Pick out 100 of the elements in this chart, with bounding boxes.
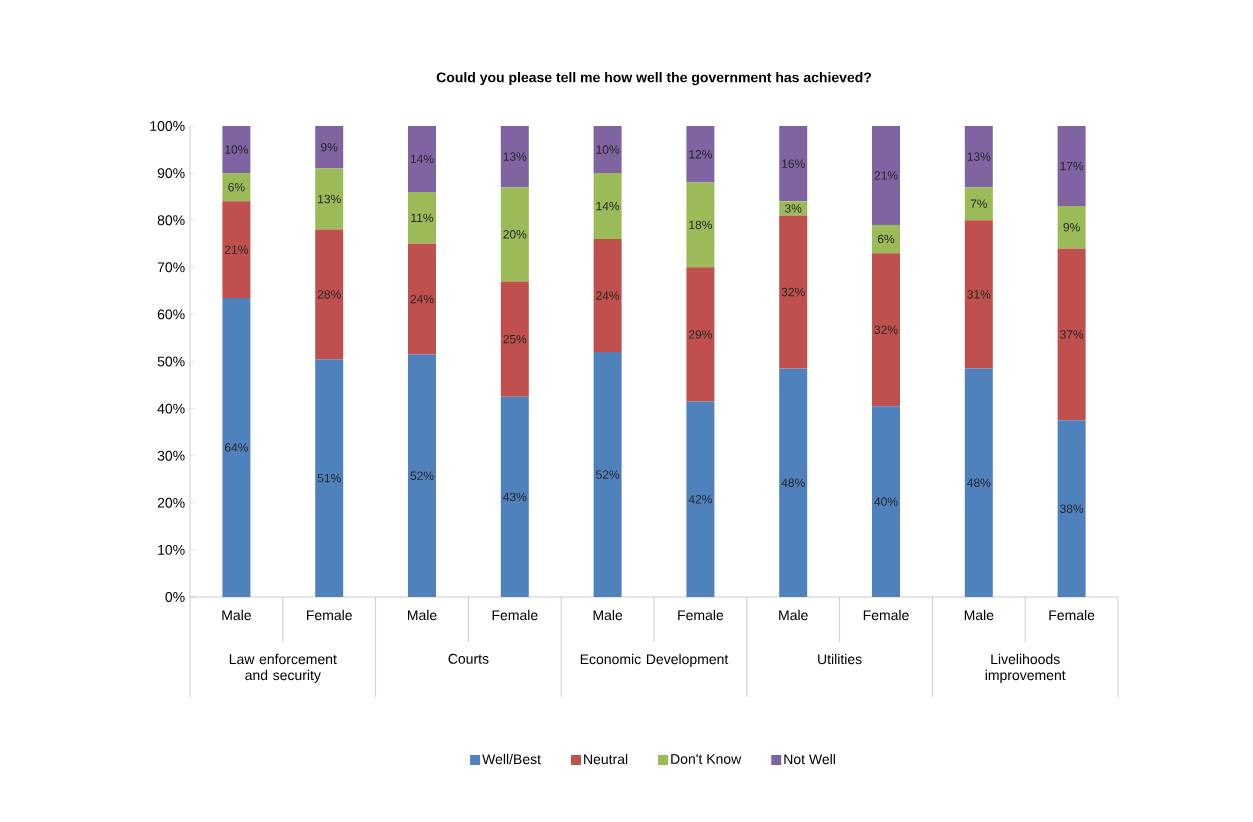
y-tick-label: 60%	[157, 309, 185, 320]
bar	[593, 173, 622, 240]
data-label: 42%	[688, 495, 712, 504]
bar	[222, 201, 251, 298]
bar	[315, 229, 344, 360]
data-label: 52%	[410, 471, 434, 480]
data-label: 24%	[410, 294, 434, 304]
data-label: 6%	[228, 182, 245, 192]
bar	[222, 125, 251, 174]
bar	[964, 125, 993, 188]
data-label: 32%	[874, 325, 898, 334]
data-label: 18%	[689, 220, 712, 230]
y-tick-label: 70%	[157, 262, 185, 273]
data-label: 12%	[689, 150, 712, 159]
bar	[686, 182, 715, 268]
x-tick-label: Male	[964, 609, 994, 621]
legend-label: Well/Best	[482, 753, 541, 765]
data-label: 9%	[321, 142, 338, 152]
data-label: 37%	[1060, 330, 1084, 339]
x-tick-label: Male	[593, 609, 623, 621]
data-label: 20%	[503, 230, 527, 239]
bar	[315, 359, 344, 597]
data-label: 51%	[317, 473, 341, 483]
data-label: 25%	[503, 334, 527, 344]
text: Economic Development	[580, 653, 729, 667]
bar	[222, 173, 251, 202]
bar	[315, 125, 344, 169]
bar	[872, 125, 900, 225]
x-tick-label: Female	[307, 609, 352, 621]
bar	[779, 215, 808, 369]
data-label: 10%	[596, 145, 620, 154]
x-tick-label: Female	[1049, 609, 1095, 621]
chart-title: Could you please tell me how well the government has achieved?	[436, 72, 872, 86]
y-tick-label: 80%	[157, 215, 185, 226]
bar	[964, 187, 993, 221]
data-label: 16%	[782, 159, 805, 168]
y-tick-label: 10%	[158, 544, 185, 555]
y-tick-label: 50%	[157, 356, 185, 367]
bar	[1057, 206, 1086, 249]
x-tick-label: Female	[863, 609, 909, 621]
y-tick-label: 90%	[157, 168, 185, 179]
data-label: 13%	[318, 194, 341, 204]
data-label: 43%	[503, 492, 527, 502]
data-label: 14%	[596, 201, 620, 211]
y-tick-label: 0%	[165, 592, 185, 602]
text: Courts	[448, 653, 489, 664]
legend-label: Don't Know	[671, 754, 742, 764]
data-label: 40%	[874, 497, 898, 506]
data-label: 64%	[225, 443, 248, 452]
bar	[779, 368, 808, 597]
data-label: 10%	[225, 145, 248, 154]
data-label: 9%	[1063, 223, 1080, 232]
data-label: 7%	[970, 199, 988, 208]
data-label: 21%	[225, 245, 248, 254]
bar	[408, 125, 436, 192]
bar	[593, 125, 622, 174]
y-tick-label: 40%	[157, 403, 185, 414]
x-tick-label: Male	[407, 609, 437, 621]
data-label: 3%	[784, 204, 802, 213]
y-tick-label: 30%	[157, 450, 185, 461]
legend-label: Neutral	[584, 753, 628, 765]
bar	[1057, 125, 1086, 207]
data-label: 13%	[967, 152, 991, 161]
data-label: 32%	[781, 287, 805, 297]
bar	[964, 368, 993, 597]
bar	[500, 187, 529, 282]
data-label: 31%	[967, 290, 991, 299]
data-label: 11%	[411, 213, 434, 223]
bar	[222, 297, 251, 597]
x-tick-label: Female	[492, 609, 538, 621]
data-label: 17%	[1060, 161, 1084, 171]
bar	[408, 243, 436, 355]
bar	[500, 125, 529, 188]
bar	[1057, 248, 1086, 421]
bar	[500, 396, 529, 597]
bar	[500, 281, 529, 397]
data-label: 14%	[410, 154, 434, 164]
data-label: 24%	[596, 291, 620, 300]
bar	[964, 220, 993, 369]
data-label: 21%	[874, 171, 898, 180]
data-label: 38%	[1060, 504, 1084, 513]
data-label: 13%	[503, 152, 527, 161]
data-label: 48%	[967, 478, 991, 488]
bar	[686, 401, 715, 597]
bar	[779, 125, 808, 202]
bar	[872, 224, 900, 254]
text: Utilities	[818, 653, 862, 665]
x-tick-label: Male	[222, 609, 251, 621]
bar	[408, 191, 436, 244]
x-tick-label: Female	[678, 609, 724, 621]
y-tick-label: 100%	[150, 121, 185, 131]
data-label: 6%	[877, 234, 895, 244]
text: Livelihoods improvement	[985, 653, 1066, 683]
bar	[408, 354, 436, 597]
bar	[1057, 420, 1086, 597]
bar	[315, 168, 344, 230]
bar	[686, 267, 715, 402]
legend-label: Not Well	[784, 753, 835, 765]
data-label: 29%	[689, 330, 712, 339]
data-label: 52%	[596, 470, 620, 479]
